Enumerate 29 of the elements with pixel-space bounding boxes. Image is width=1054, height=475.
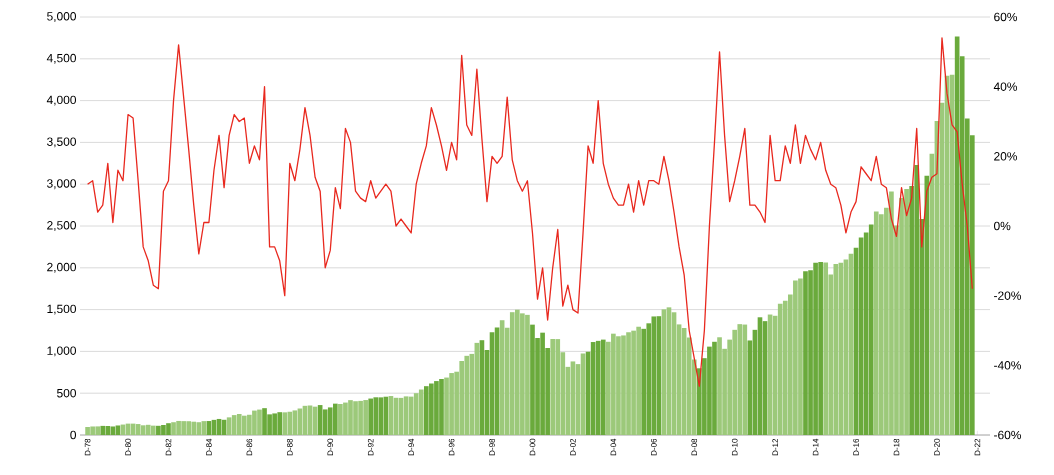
bar [418, 389, 424, 435]
y2-tick-label: 40% [993, 82, 1018, 91]
bar [550, 339, 556, 435]
bar [100, 425, 106, 435]
bar [600, 339, 606, 435]
y-tick-label: 5,000 [47, 12, 77, 22]
bar [868, 224, 874, 435]
bar [115, 425, 121, 435]
y-tick-label: 4,500 [46, 53, 77, 64]
y-tick-label: 3,000 [47, 179, 77, 190]
bar [368, 398, 374, 435]
y-tick-label: 0 [70, 430, 77, 440]
y-tick-label: 3,500 [47, 137, 77, 148]
y2-tick-label: 0% [994, 221, 1011, 231]
y2-tick-label: -40% [994, 361, 1022, 370]
bar [823, 262, 829, 435]
y2-tick-label: -20% [994, 291, 1022, 300]
y2-tick-label: 20% [994, 152, 1018, 161]
y-tick-label: 1,500 [47, 304, 77, 315]
y-tick-label: 2,000 [47, 262, 77, 273]
y-tick-label: 2,500 [47, 221, 77, 231]
y-tick-label: 4,000 [46, 95, 77, 106]
y-tick-label: 500 [57, 388, 77, 398]
bar [150, 425, 156, 435]
bar [332, 403, 338, 435]
bar [282, 412, 288, 435]
y2-tick-label: 60% [994, 12, 1018, 22]
y-tick-label: 1,000 [47, 346, 77, 357]
y2-tick-label: -60% [994, 430, 1022, 440]
